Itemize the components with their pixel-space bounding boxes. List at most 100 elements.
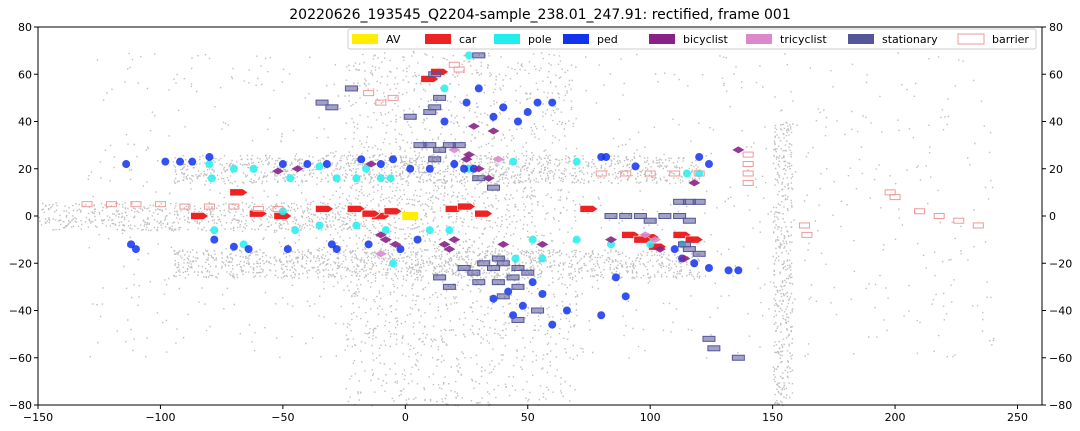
stationary-marker xyxy=(325,104,339,111)
tricyclist-marker xyxy=(374,250,387,258)
bicyclist-marker xyxy=(438,240,451,248)
axes-layer: −150 −100 −50 0 50 100 150 200 250−80 −80−60 −60−4… xyxy=(9,21,1072,424)
ped-marker xyxy=(303,160,312,169)
y-tick-label-right: 20 xyxy=(1049,163,1063,176)
pole-marker xyxy=(249,164,258,173)
stationary-marker xyxy=(506,274,520,281)
x-tick-label: −150 xyxy=(23,411,53,424)
stationary-marker xyxy=(433,274,447,281)
ped-marker xyxy=(210,235,219,244)
barrier-marker xyxy=(154,201,166,208)
ped-marker xyxy=(489,294,498,303)
legend-label-AV: AV xyxy=(386,33,401,46)
stationary-marker xyxy=(423,142,437,149)
ped-marker xyxy=(690,259,699,268)
barrier-marker xyxy=(81,201,93,208)
barrier-marker xyxy=(798,222,810,229)
ped-marker xyxy=(205,152,214,161)
barrier-marker xyxy=(272,205,284,212)
pole-marker xyxy=(210,226,219,235)
barrier-marker xyxy=(363,90,375,97)
barrier-marker xyxy=(742,179,754,186)
legend-label-car: car xyxy=(459,33,477,46)
pole-marker xyxy=(607,240,616,249)
pole-marker xyxy=(286,174,295,183)
pole-marker xyxy=(682,169,691,178)
ped-marker xyxy=(460,164,469,173)
ped-marker xyxy=(364,240,373,249)
y-tick-label-right: 60 xyxy=(1049,68,1063,81)
stationary-marker xyxy=(673,213,687,219)
stationary-marker xyxy=(682,246,696,253)
stationary-marker xyxy=(633,213,647,219)
ped-marker xyxy=(322,160,331,169)
series-bicyclist xyxy=(271,122,745,263)
stationary-marker xyxy=(521,269,535,276)
pole-marker xyxy=(389,259,398,268)
ped-marker xyxy=(518,301,527,310)
stationary-marker xyxy=(433,94,447,101)
ped-marker xyxy=(611,273,620,282)
bicyclist-marker xyxy=(291,165,304,173)
car-marker xyxy=(229,188,249,197)
bicyclist-marker xyxy=(653,245,666,253)
ped-marker xyxy=(396,245,405,254)
bicyclist-marker xyxy=(678,255,691,263)
x-tick-label: 250 xyxy=(1007,411,1028,424)
bicyclist-marker xyxy=(467,122,480,130)
stationary-marker xyxy=(619,213,633,219)
y-tick-label-left: 40 xyxy=(18,116,32,129)
x-tick-label: 100 xyxy=(640,411,661,424)
ped-marker xyxy=(499,103,508,112)
tricyclist-marker xyxy=(649,236,662,244)
ped-marker xyxy=(704,160,713,169)
stationary-marker xyxy=(428,104,442,111)
legend-label-pole: pole xyxy=(528,33,552,46)
stationary-marker xyxy=(731,354,745,361)
ped-marker xyxy=(450,160,459,169)
bicyclist-marker xyxy=(605,236,618,244)
bicyclist-marker xyxy=(443,245,456,253)
ped-marker xyxy=(406,164,415,173)
ped-marker xyxy=(528,278,537,287)
ped-marker xyxy=(425,164,434,173)
stationary-marker xyxy=(511,283,525,290)
pole-marker xyxy=(538,254,547,263)
series-AV xyxy=(402,212,419,220)
y-tick-label-left: −40 xyxy=(9,305,32,318)
pole-marker xyxy=(229,164,238,173)
barrier-marker xyxy=(203,203,215,210)
barrier-marker xyxy=(953,217,965,224)
stationary-marker xyxy=(692,198,706,205)
stationary-marker xyxy=(486,264,500,271)
ped-marker xyxy=(533,98,542,107)
y-tick-label-right: 40 xyxy=(1049,116,1063,129)
stationary-marker xyxy=(707,345,721,352)
tricyclist-marker xyxy=(492,155,505,163)
stationary-marker xyxy=(457,264,471,271)
series-stationary xyxy=(315,52,745,361)
legend: AV car pole ped bicyclist tricyclist stationar… xyxy=(347,28,1037,50)
stationary-marker xyxy=(643,217,657,224)
legend-swatch-car xyxy=(425,34,451,44)
pole-marker xyxy=(352,174,361,183)
ped-marker xyxy=(724,266,733,275)
barrier-marker xyxy=(644,170,656,177)
car-marker xyxy=(315,205,335,213)
bicyclist-marker xyxy=(487,127,500,135)
pole-marker xyxy=(362,164,371,173)
bicyclist-marker xyxy=(472,165,485,173)
ped-marker xyxy=(131,245,140,254)
legend-label-bicyclist: bicyclist xyxy=(683,33,728,46)
barrier-marker xyxy=(595,170,607,177)
stationary-marker xyxy=(486,184,500,191)
ped-marker xyxy=(440,117,449,126)
ped-marker xyxy=(462,98,471,107)
pole-marker xyxy=(291,226,300,235)
legend-label-tricyclist: tricyclist xyxy=(780,33,827,46)
ped-marker xyxy=(704,263,713,272)
stationary-marker xyxy=(442,283,456,290)
ped-marker xyxy=(538,289,547,298)
